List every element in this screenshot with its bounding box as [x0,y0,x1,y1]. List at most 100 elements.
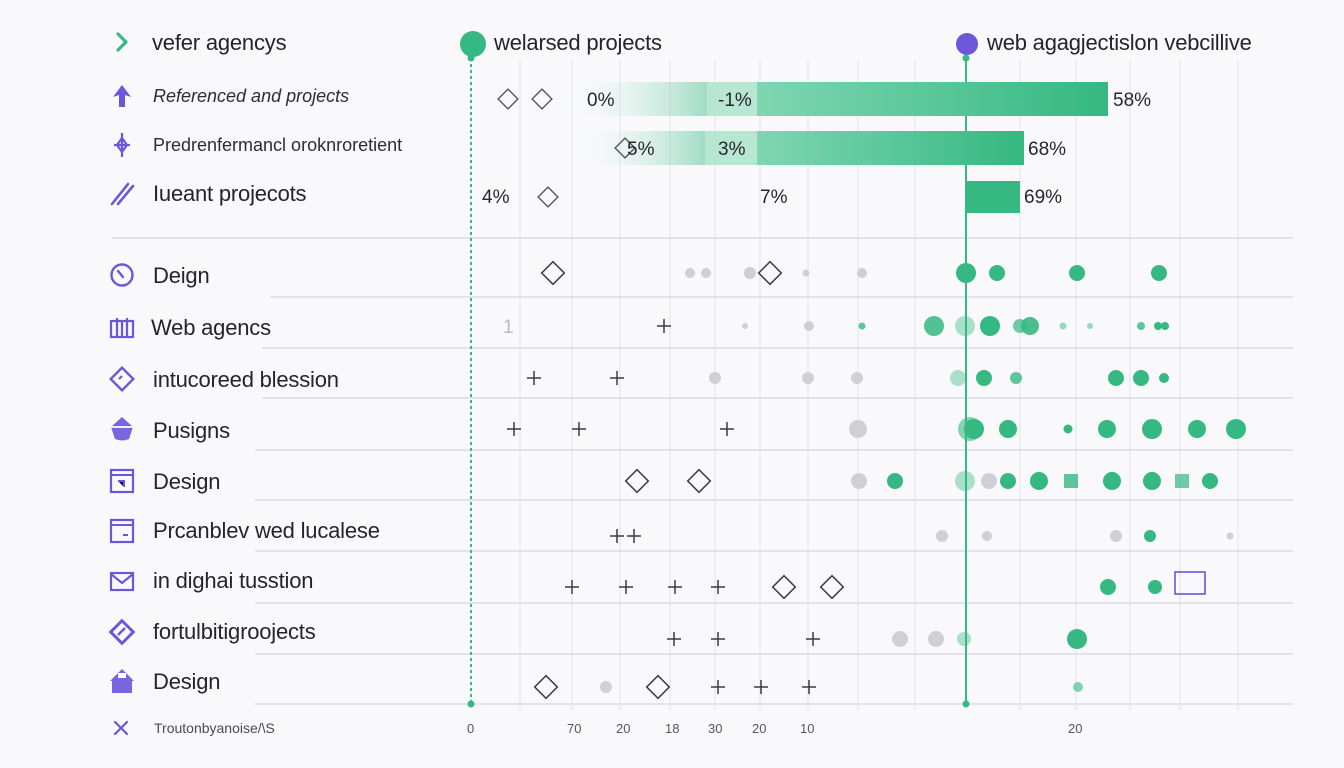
dot-row-7-mark-7 [1100,579,1116,595]
dot-row-5-mark-12 [1175,474,1189,488]
dot-row-6-mark-2 [627,529,641,543]
dot-row-1-mark-2 [685,268,695,278]
footer-label: Troutonbyanoise/\S [154,720,275,736]
dot-row-5-mark-13 [1202,473,1218,489]
legend-item-1-label: vefer agencys [152,30,287,55]
browser-icon [108,517,136,545]
dot-row-1-mark-8 [956,263,976,283]
bar-row-3-segment-2-label: 7% [760,187,788,208]
dot-row-3-label: intucoreed blession [153,367,339,392]
bar-row-2-label: Predrenfermancl oroknroretient [153,135,403,155]
dot-row-4-mark-4 [849,420,867,438]
dot-row-5-mark-1 [624,468,650,494]
bar-marker-4 [537,186,559,208]
dot-row-9-mark-5 [754,680,768,694]
dot-row-8-mark-6 [957,632,971,646]
dot-row-7-image-marker [1174,571,1206,595]
dot-row-7-mark-2 [619,580,633,594]
x-tick-4: 18 [665,721,680,736]
dot-row-5-mark-9 [1064,474,1078,488]
dot-row-4-mark-10 [1142,419,1162,439]
dot-row-2-mark-14 [1161,322,1169,330]
x-tick-3: 20 [616,721,631,736]
dot-row-5-mark-11 [1143,472,1161,490]
bar-row-2-segment-2-label: 3% [718,139,746,160]
dot-row-6-mark-1 [610,529,624,543]
dot-row-7-mark-3 [668,580,682,594]
dot-row-3-mark-6 [950,370,966,386]
bar-row-1-bar [757,82,1108,116]
dot-row-1-mark-9 [989,265,1005,281]
diamond-icon [108,365,136,393]
dot-row-5-mark-6 [981,473,997,489]
dot-row-7-mark-4 [711,580,725,594]
dot-row-2-mark-13 [1154,322,1162,330]
dot-row-1-mark-7 [857,268,867,278]
dot-row-8-mark-3 [806,632,820,646]
dot-row-4-mark-2 [572,422,586,436]
home-icon [108,667,136,695]
bar-marker-1 [497,88,519,110]
slash-icon [108,180,136,208]
shield-icon [108,415,136,443]
reference-line-left-cap-bottom [467,700,475,708]
reference-line-right-cap-top [962,54,970,62]
dot-row-3-mark-11 [1159,373,1169,383]
x-tick-5: 30 [708,721,723,736]
bar-row-1-segment-2-label: -1% [718,90,752,111]
bar-row-2-segment-1-label: 5% [627,139,655,160]
dot-row-3-mark-5 [851,372,863,384]
x-tick-6: 20 [752,721,767,736]
dot-row-3-mark-10 [1133,370,1149,386]
dot-row-6-mark-4 [982,531,992,541]
dot-row-1-mark-1 [540,260,566,286]
dot-row-4-mark-6 [964,419,984,439]
dot-row-6-mark-5 [1110,530,1122,542]
dot-row-5-mark-8 [1030,472,1048,490]
dot-row-9-mark-4 [711,680,725,694]
dot-row-2-mark-9 [1021,317,1039,335]
dot-row-4-mark-8 [1063,424,1073,434]
dot-row-4-mark-9 [1098,420,1116,438]
dot-row-9-mark-2 [600,681,612,693]
bar-row-1-value-label: 58% [1113,90,1152,111]
dot-row-2-mark-6 [955,316,975,336]
dot-row-6-mark-7 [1226,532,1234,540]
close-icon [108,714,136,742]
dot-row-2-label: Web agencs [151,315,271,340]
bar-marker-2 [531,88,553,110]
dot-row-7-mark-8 [1148,580,1162,594]
dot-row-6-label: Prcanblev wed lucalese [153,518,380,543]
dot-row-3-mark-1 [527,371,541,385]
dot-row-4-label: Pusigns [153,418,230,443]
dot-row-7-label: in dighai tusstion [153,568,314,593]
bar-row-1-label: Referenced and projects [153,86,350,106]
dot-row-5-mark-2 [686,468,712,494]
dot-row-8-mark-5 [928,631,944,647]
bar-row-1-segment-fade [557,82,707,116]
dot-row-8-mark-4 [892,631,908,647]
pin-icon [108,131,136,159]
dot-row-2-mark-4 [858,322,866,330]
dot-row-8-mark-1 [667,632,681,646]
dot-row-2-mark-12 [1137,322,1145,330]
bar-row-2-value-label: 68% [1028,139,1067,160]
legend-marker-purple [956,33,978,55]
reference-line-right-cap-bottom [962,700,970,708]
arrow-up-icon [108,82,136,110]
dot-row-2-mark-11 [1087,323,1093,329]
dot-row-7-mark-6 [819,574,845,600]
bar-row-2-segment-mid [705,131,757,165]
dot-row-1-mark-3 [701,268,711,278]
legend-item-2-label: welarsed projects [494,30,662,55]
dot-row-2-mark-2 [742,323,748,329]
reference-line-left-cap-top [467,54,475,62]
gauge-icon [108,261,136,289]
dot-row-5-mark-7 [1000,473,1016,489]
window-icon [108,467,136,495]
dot-row-1-mark-10 [1069,265,1085,281]
chevron-right-icon [108,29,136,57]
dot-row-5-mark-5 [955,471,975,491]
